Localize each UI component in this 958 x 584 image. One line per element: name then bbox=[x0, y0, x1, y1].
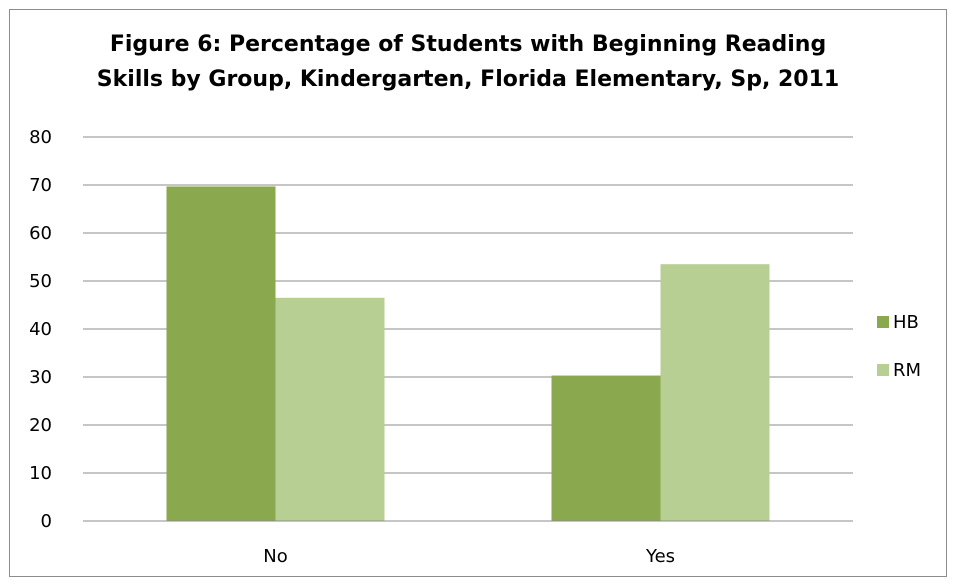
y-tick-label: 70 bbox=[29, 175, 52, 196]
y-tick-label: 80 bbox=[29, 127, 52, 148]
y-tick-label: 10 bbox=[29, 463, 52, 484]
bars bbox=[166, 186, 770, 521]
legend-label-hb: HB bbox=[893, 312, 919, 333]
chart-frame bbox=[9, 9, 947, 577]
bar-rm-yes bbox=[660, 264, 770, 521]
bar-rm-no bbox=[275, 297, 385, 521]
chart-title: Figure 6: Percentage of Students with Be… bbox=[60, 27, 876, 97]
x-tick-label: Yes bbox=[645, 546, 675, 567]
y-tick-label: 60 bbox=[29, 223, 52, 244]
chart-title-line-1: Figure 6: Percentage of Students with Be… bbox=[109, 32, 827, 57]
chart-title-line-2: Skills by Group, Kindergarten, Florida E… bbox=[96, 67, 840, 92]
y-tick-label: 40 bbox=[29, 319, 52, 340]
y-tick-label: 30 bbox=[29, 367, 52, 388]
y-axis-tick-labels: 0 10 20 30 40 50 60 70 80 bbox=[29, 127, 52, 532]
bar-hb-yes bbox=[551, 375, 661, 521]
y-tick-label: 20 bbox=[29, 415, 52, 436]
bar-hb-no bbox=[166, 186, 276, 521]
legend-label-rm: RM bbox=[893, 360, 921, 381]
x-tick-label: No bbox=[263, 546, 287, 567]
legend-swatch-rm bbox=[877, 364, 889, 376]
x-axis-tick-labels: No Yes bbox=[263, 546, 675, 567]
legend-swatch-hb bbox=[877, 316, 889, 328]
y-tick-label: 50 bbox=[29, 271, 52, 292]
y-tick-label: 0 bbox=[41, 511, 52, 532]
legend: HB RM bbox=[877, 312, 921, 381]
